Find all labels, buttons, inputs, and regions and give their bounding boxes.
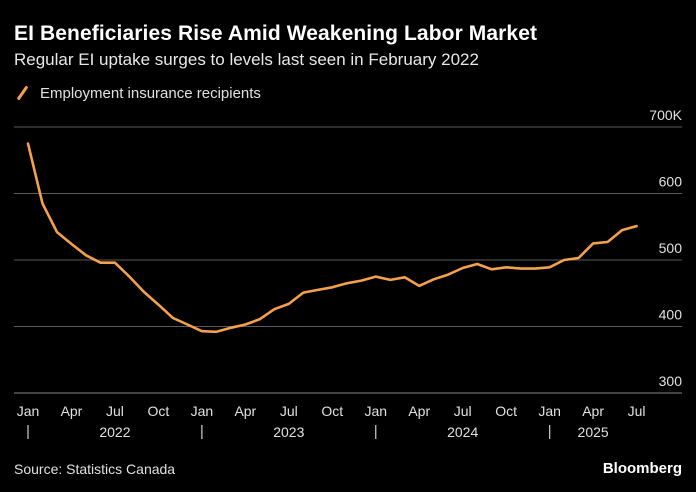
x-tick-label: Jan (191, 403, 214, 419)
year-label: 2022 (99, 424, 130, 440)
x-tick-label: Apr (582, 403, 604, 419)
chart-title: EI Beneficiaries Rise Amid Weakening Lab… (14, 22, 538, 45)
y-tick-label: 500 (659, 240, 683, 256)
legend-label: Employment insurance recipients (40, 84, 261, 102)
year-label: 2023 (273, 424, 304, 440)
x-tick-label: Jul (628, 403, 646, 419)
x-tick-label: Jul (454, 403, 472, 419)
x-tick-label: Apr (408, 403, 430, 419)
chart-subtitle: Regular EI uptake surges to levels last … (14, 50, 479, 69)
x-tick-label: Apr (234, 403, 256, 419)
y-tick-label: 300 (659, 373, 683, 389)
source-note: Source: Statistics Canada (14, 461, 176, 477)
legend: Employment insurance recipients (14, 84, 261, 102)
x-tick-label: Jan (538, 403, 561, 419)
x-tick-label: Jul (106, 403, 124, 419)
year-label: 2025 (578, 424, 609, 440)
y-tick-label: 400 (659, 307, 683, 323)
year-label: 2024 (447, 424, 478, 440)
x-tick-label: Jul (280, 403, 298, 419)
y-tick-label: 600 (659, 174, 683, 190)
x-tick-label: Oct (495, 403, 517, 419)
brand-logo: Bloomberg (602, 460, 682, 477)
series-line (26, 142, 638, 334)
x-tick-label: Oct (148, 403, 170, 419)
y-tick-label: 700K (649, 107, 682, 123)
x-tick-label: Jan (17, 403, 40, 419)
x-tick-label: Apr (61, 403, 83, 419)
x-tick-label: Oct (321, 403, 343, 419)
x-tick-label: Jan (364, 403, 387, 419)
